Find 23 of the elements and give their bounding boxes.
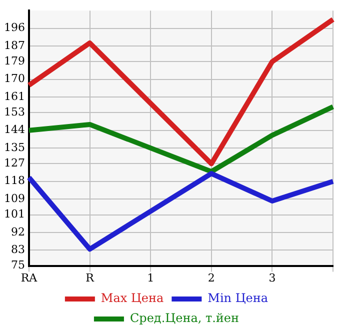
y-tick-label: 109 <box>4 192 25 205</box>
y-tick-label: 127 <box>4 156 25 170</box>
legend-label: Сред.Цена, т.йен <box>130 311 240 326</box>
y-tick-label: 187 <box>4 38 25 52</box>
y-tick-label: 144 <box>4 123 25 136</box>
x-tick-label: 1 <box>147 271 154 284</box>
y-tick-label: 92 <box>10 225 25 238</box>
y-tick-label: 153 <box>4 106 25 119</box>
y-tick-label: 83 <box>10 242 25 256</box>
legend-label: Min Цена <box>208 291 268 306</box>
y-tick-label: 75 <box>10 258 25 272</box>
x-tick-label: 3 <box>268 271 276 284</box>
y-tick-label: 179 <box>4 54 25 68</box>
y-tick-label: 196 <box>4 21 25 34</box>
y-tick-label: 135 <box>4 140 25 154</box>
y-tick-label: 101 <box>4 208 25 221</box>
legend-label: Max Цена <box>100 291 164 306</box>
y-tick-label: 118 <box>4 174 25 188</box>
y-tick-label: 161 <box>4 90 25 103</box>
x-tick-label: R <box>86 271 95 284</box>
x-tick-label: RA <box>20 271 38 284</box>
y-tick-label: 170 <box>4 72 25 86</box>
x-tick-label: 2 <box>208 271 215 284</box>
